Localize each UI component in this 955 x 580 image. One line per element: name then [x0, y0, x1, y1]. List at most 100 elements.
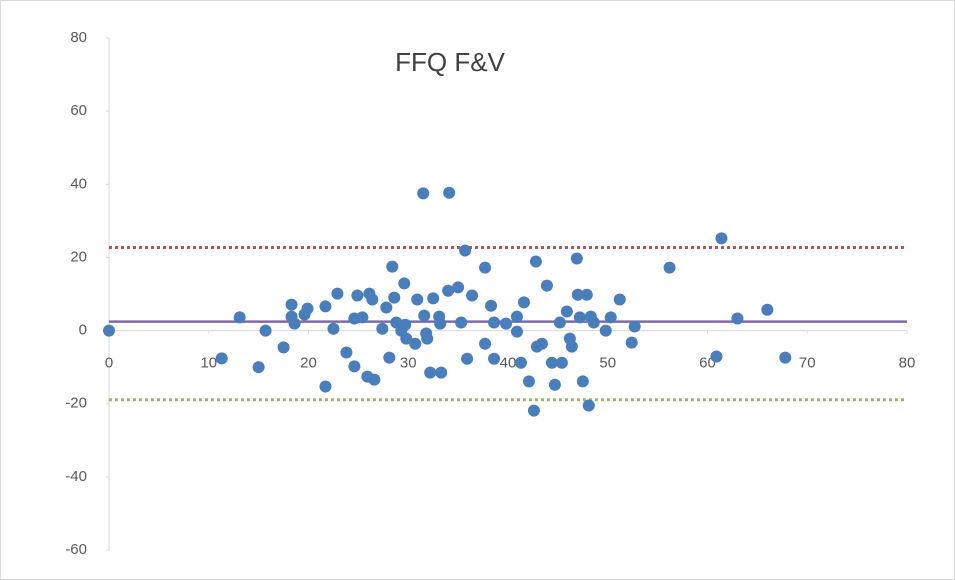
point — [443, 186, 456, 199]
point — [368, 373, 381, 386]
point — [398, 277, 411, 290]
point — [625, 336, 638, 349]
y-tick-label: 0 — [79, 322, 87, 339]
point — [452, 281, 465, 294]
point — [761, 303, 774, 316]
point — [628, 320, 641, 333]
point — [517, 296, 530, 309]
point — [582, 399, 595, 412]
x-tick-label: 10 — [200, 355, 217, 372]
point — [576, 375, 589, 388]
point — [545, 356, 558, 369]
point — [400, 332, 413, 345]
point — [479, 261, 492, 274]
point — [409, 337, 422, 350]
point — [215, 352, 228, 365]
chart-title: FFQ F&V — [395, 47, 505, 77]
x-tick-label: 50 — [599, 355, 616, 372]
x-tick-label: 0 — [105, 355, 113, 372]
point — [529, 255, 542, 268]
point — [103, 324, 115, 337]
point — [351, 289, 364, 302]
point — [277, 341, 290, 354]
point — [461, 352, 474, 365]
point — [319, 380, 332, 393]
point — [434, 317, 447, 330]
point — [418, 309, 431, 322]
x-tick-label: 20 — [300, 355, 317, 372]
point — [573, 311, 586, 324]
point — [779, 351, 792, 364]
y-tick-label: 40 — [70, 175, 87, 192]
point — [479, 337, 492, 350]
point — [710, 350, 723, 363]
point — [488, 352, 501, 365]
y-tick-label: 60 — [70, 102, 87, 119]
y-tick-label: -20 — [65, 395, 87, 412]
y-tick-label: 20 — [70, 248, 87, 265]
point — [301, 302, 314, 315]
y-tick-label: -60 — [65, 541, 87, 558]
point — [580, 288, 593, 301]
point — [587, 316, 600, 329]
point — [466, 289, 479, 302]
point — [399, 318, 412, 331]
point — [259, 324, 272, 337]
point — [380, 301, 393, 314]
point — [514, 356, 527, 369]
point — [510, 310, 523, 323]
point — [435, 366, 448, 379]
x-tick-label: 80 — [899, 355, 916, 372]
point — [459, 244, 472, 257]
point — [327, 322, 340, 335]
point — [442, 284, 455, 297]
point — [571, 288, 584, 301]
point — [731, 312, 744, 325]
point — [455, 316, 468, 329]
x-tick-label: 30 — [400, 355, 417, 372]
x-tick-label: 70 — [799, 355, 816, 372]
point — [319, 300, 332, 313]
point — [500, 317, 513, 330]
point — [604, 311, 617, 324]
point — [548, 378, 561, 391]
point — [421, 332, 434, 345]
y-tick-label: 80 — [70, 29, 87, 46]
point — [540, 279, 553, 292]
point — [553, 316, 566, 329]
y-tick-label: -40 — [65, 468, 87, 485]
point — [376, 322, 389, 335]
point — [233, 311, 246, 324]
point — [510, 325, 523, 338]
x-tick-label: 40 — [500, 355, 517, 372]
point — [348, 360, 361, 373]
point — [535, 337, 548, 350]
point — [613, 293, 626, 306]
point — [356, 311, 369, 324]
point — [383, 351, 396, 364]
point — [411, 293, 424, 306]
point — [522, 375, 535, 388]
point — [424, 366, 437, 379]
point — [570, 252, 583, 265]
point — [427, 292, 440, 305]
point — [599, 324, 612, 337]
point — [417, 187, 430, 200]
point — [366, 293, 379, 306]
point — [340, 346, 353, 359]
point — [388, 291, 401, 304]
point — [331, 287, 344, 300]
point — [488, 316, 501, 329]
point — [555, 356, 568, 369]
point — [560, 305, 573, 318]
point — [565, 340, 578, 353]
point — [485, 299, 498, 312]
point — [715, 232, 728, 245]
point — [288, 317, 301, 330]
point — [527, 404, 540, 417]
point — [252, 361, 265, 374]
point — [386, 260, 399, 273]
